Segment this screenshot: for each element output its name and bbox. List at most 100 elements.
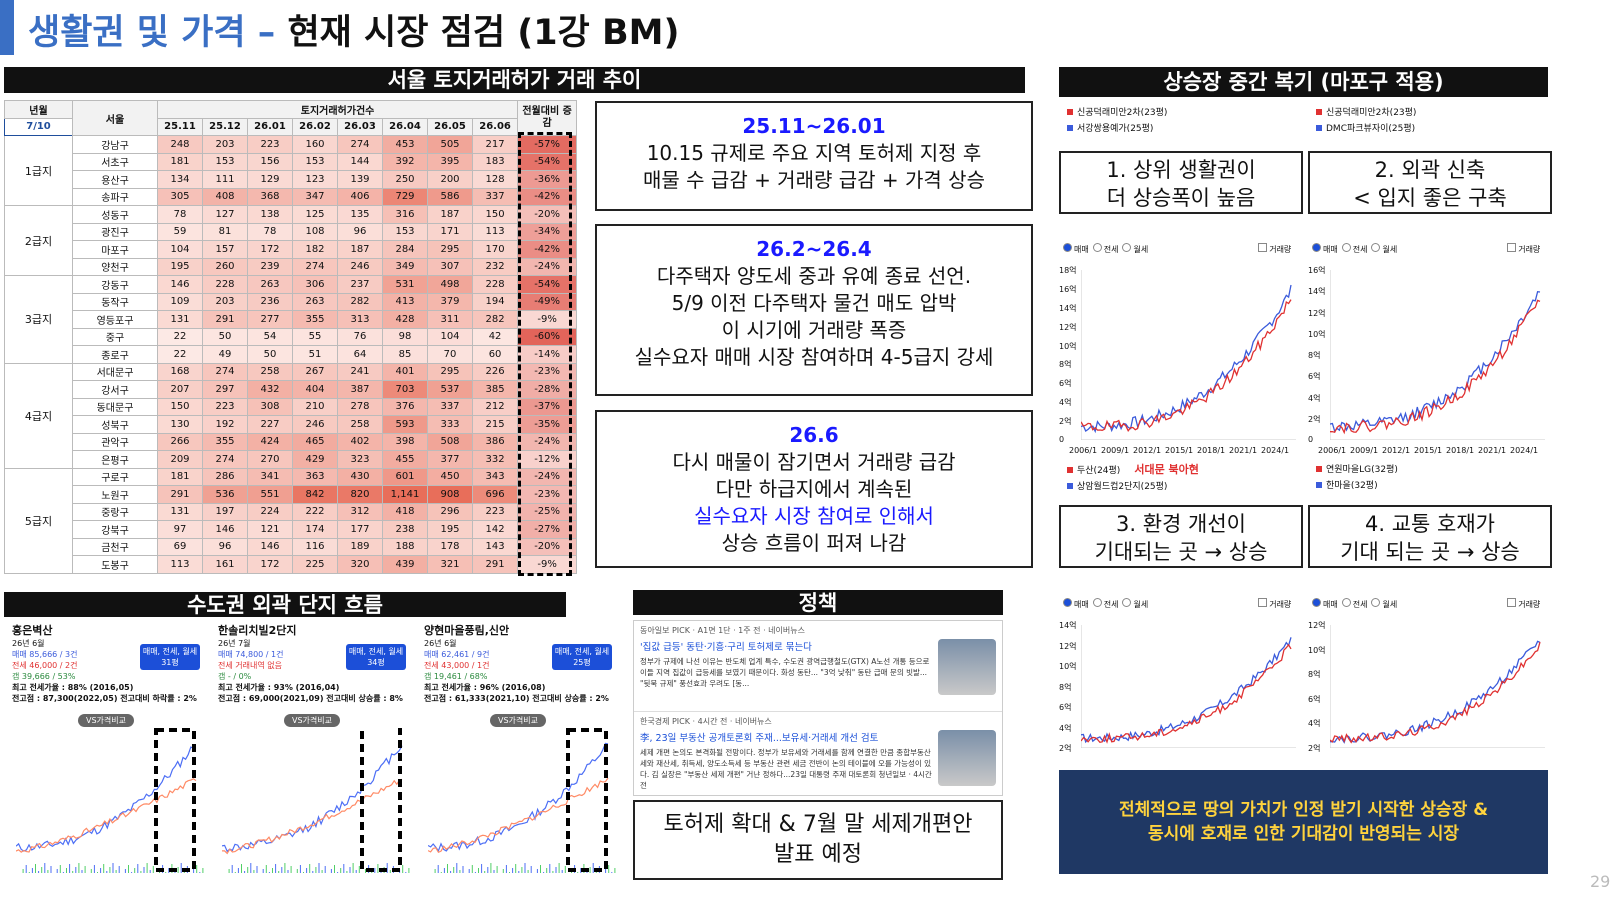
table-row: 양천구 195 260 239 274 246 349 307 232 -24% bbox=[5, 257, 578, 276]
value-cell: -42% bbox=[517, 187, 578, 206]
value-cell: 203 bbox=[202, 135, 248, 154]
y-tick-label: 4억 bbox=[1308, 719, 1321, 729]
district-cell: 성북구 bbox=[72, 415, 158, 434]
value-cell: 297 bbox=[202, 380, 248, 399]
legend-swatch bbox=[1067, 109, 1073, 115]
value-cell: 295 bbox=[427, 240, 473, 259]
table-row: 은평구 209 274 270 429 323 455 377 332 -12% bbox=[5, 450, 578, 469]
legend-swatch bbox=[1067, 125, 1073, 131]
table-row: 노원구 291 536 551 842 820 1,141 908 696 -23% bbox=[5, 485, 578, 504]
complex-date: 26년 6월 bbox=[424, 639, 457, 648]
news-item: 동아일보 PICK · A1면 1단 · 1주 전 · 네이버뉴스 '집값 급등'… bbox=[634, 621, 1002, 712]
value-cell: 143 bbox=[471, 537, 519, 556]
value-cell: 308 bbox=[247, 397, 293, 416]
news-headline: '집값 급등' 동탄·기흥·구리 토허제로 묶는다 bbox=[640, 642, 812, 653]
month-header: 26.04 bbox=[382, 117, 428, 136]
value-cell: 241 bbox=[337, 362, 383, 381]
complex-line: 갭 39,666 / 53% bbox=[12, 672, 76, 681]
option-dot bbox=[1063, 243, 1072, 252]
value-cell: 401 bbox=[382, 362, 428, 381]
table-wrap: 년월 서울 토지거래허가건수 전월대비 증감 7/10 25.11 25.12 26.01 26… bbox=[4, 100, 578, 574]
value-cell: 60 bbox=[471, 345, 519, 364]
value-cell: 248 bbox=[157, 135, 203, 154]
value-cell: 161 bbox=[202, 555, 248, 574]
value-cell: 153 bbox=[382, 222, 428, 241]
compare-label: VS가격비교 bbox=[78, 714, 134, 727]
table-row: 광진구 59 81 78 108 96 153 171 113 -34% bbox=[5, 222, 578, 241]
district-cell: 노원구 bbox=[72, 485, 158, 504]
value-cell: 108 bbox=[292, 222, 338, 241]
value-cell: -20% bbox=[517, 205, 578, 224]
y-tick-label: 4억 bbox=[1059, 723, 1072, 733]
option-dot bbox=[1507, 598, 1517, 607]
value-cell: 551 bbox=[247, 485, 293, 504]
select-button: 매매, 전세, 월세 31평 bbox=[140, 644, 200, 670]
news-headline: 李, 23일 부동산 공개토론회 주재...보유세·거래세 개선 검토 bbox=[640, 733, 879, 744]
value-cell: 174 bbox=[292, 520, 338, 539]
month-header: 26.05 bbox=[427, 117, 473, 136]
legend-label: 서강쌍용예가(25평) bbox=[1077, 124, 1154, 134]
value-cell: 536 bbox=[202, 485, 248, 504]
value-cell: 250 bbox=[382, 170, 428, 189]
complex-line: 최고 전세가율 : 88% (2016,05) bbox=[12, 683, 134, 692]
option-label: 매매 bbox=[1074, 245, 1089, 254]
value-cell: 55 bbox=[292, 327, 338, 346]
value-cell: 428 bbox=[382, 310, 428, 329]
value-cell: 22 bbox=[157, 345, 203, 364]
district-cell: 관악구 bbox=[72, 432, 158, 451]
review-chart bbox=[1330, 625, 1545, 748]
complex-line: 갭 - / 0% bbox=[218, 672, 252, 681]
district-cell: 구로구 bbox=[72, 467, 158, 486]
value-cell: 531 bbox=[382, 275, 428, 294]
value-cell: 430 bbox=[337, 467, 383, 486]
value-cell: 398 bbox=[382, 432, 428, 451]
y-tick-label: 12억 bbox=[1059, 322, 1077, 332]
caption-line: 3. 환경 개선이 bbox=[1116, 512, 1246, 536]
value-cell: 232 bbox=[471, 257, 519, 276]
value-cell: 537 bbox=[427, 380, 473, 399]
value-cell: 266 bbox=[157, 432, 203, 451]
option-label: 거래량 bbox=[1518, 600, 1541, 609]
legend-swatch bbox=[1067, 467, 1073, 473]
caption-line: 4. 교통 호재가 bbox=[1365, 512, 1495, 536]
caption-line: < 입지 좋은 구축 bbox=[1353, 186, 1507, 210]
value-cell: 181 bbox=[157, 467, 203, 486]
value-cell: 127 bbox=[202, 205, 248, 224]
y-tick-label: 12억 bbox=[1308, 308, 1326, 318]
option-dot bbox=[1092, 243, 1102, 252]
x-tick-label: 2021/1 bbox=[1229, 446, 1258, 455]
option-dot bbox=[1258, 243, 1268, 252]
value-cell: 76 bbox=[337, 327, 383, 346]
table-row: 서초구 181 153 156 153 144 392 395 183 -54% bbox=[5, 152, 578, 171]
value-cell: 406 bbox=[337, 187, 383, 206]
value-cell: 355 bbox=[202, 432, 248, 451]
value-cell: 424 bbox=[247, 432, 293, 451]
district-cell: 강서구 bbox=[72, 380, 158, 399]
district-cell: 마포구 bbox=[72, 240, 158, 259]
news-list: 동아일보 PICK · A1면 1단 · 1주 전 · 네이버뉴스 '집값 급등'… bbox=[633, 620, 1003, 803]
value-cell: 113 bbox=[157, 555, 203, 574]
title-main: 생활권 및 가격 – bbox=[28, 13, 276, 53]
district-cell: 동작구 bbox=[72, 292, 158, 311]
y-tick-label: 2억 bbox=[1059, 417, 1072, 427]
y-tick-label: 6억 bbox=[1308, 372, 1321, 382]
value-cell: 505 bbox=[427, 135, 473, 154]
page-title: 생활권 및 가격 – 현재 시장 점검 (1강 BM) bbox=[28, 4, 679, 55]
value-cell: 171 bbox=[427, 222, 473, 241]
value-cell: 368 bbox=[247, 187, 293, 206]
value-cell: 144 bbox=[337, 152, 383, 171]
complex-line: 갭 19,461 / 68% bbox=[424, 672, 488, 681]
chart-options: 매매 전세 월세 거래량 bbox=[1059, 243, 1299, 255]
district-cell: 광진구 bbox=[72, 222, 158, 241]
red-line bbox=[1081, 299, 1292, 433]
complex-line: 전세 46,000 / 2건 bbox=[12, 661, 78, 670]
value-cell: 246 bbox=[337, 257, 383, 276]
value-cell: -27% bbox=[517, 520, 578, 539]
option-label: 월세 bbox=[1382, 245, 1398, 254]
value-cell: 277 bbox=[247, 310, 293, 329]
y-tick-label: 16억 bbox=[1059, 284, 1077, 294]
y-tick-label: 8억 bbox=[1059, 682, 1072, 692]
complex-line: 전세 거래내역 없음 bbox=[218, 661, 282, 670]
mini-chart bbox=[16, 728, 204, 873]
district-cell: 금천구 bbox=[72, 537, 158, 556]
